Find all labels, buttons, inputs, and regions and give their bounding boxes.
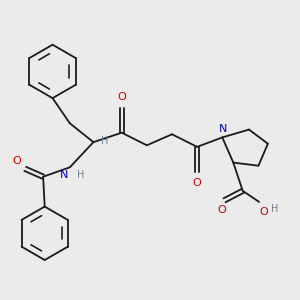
Text: O: O: [13, 156, 21, 166]
Text: N: N: [219, 124, 227, 134]
Text: O: O: [260, 207, 268, 217]
Text: O: O: [193, 178, 202, 188]
Text: N: N: [60, 170, 68, 180]
Text: H: H: [77, 170, 84, 180]
Text: H: H: [271, 204, 278, 214]
Text: O: O: [117, 92, 126, 102]
Text: O: O: [218, 205, 226, 215]
Text: H: H: [101, 136, 109, 146]
